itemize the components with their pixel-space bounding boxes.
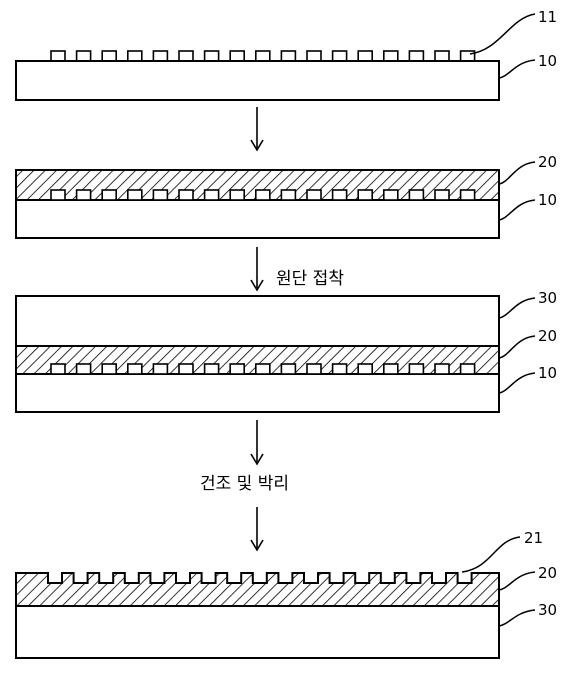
fabric-layer (15, 605, 500, 659)
bump (75, 189, 92, 201)
bump (408, 363, 425, 375)
bump (178, 50, 194, 62)
bump (152, 50, 169, 62)
leader-line-fabric (498, 609, 536, 627)
bump (101, 189, 117, 201)
label-substrate: 10 (538, 364, 557, 382)
bump (229, 363, 245, 375)
bump (280, 363, 297, 375)
bump-row-embedded (50, 189, 476, 201)
label-resin: 20 (538, 327, 557, 345)
bump (382, 50, 399, 62)
bump (50, 50, 66, 62)
leader-line-fabric (498, 297, 536, 319)
bump (203, 363, 220, 375)
substrate-layer (15, 373, 500, 413)
fabric-layer (15, 295, 500, 347)
label-substrate: 10 (538, 191, 557, 209)
bump (50, 363, 66, 375)
bump (331, 189, 348, 201)
bump (127, 189, 143, 201)
label-fabric: 30 (538, 601, 557, 619)
substrate-layer (15, 60, 500, 101)
bump (127, 363, 143, 375)
bump (280, 189, 297, 201)
bump (255, 189, 271, 201)
substrate-layer (15, 199, 500, 239)
stage-1: 11 10 (15, 8, 557, 101)
leader-line-bumps (469, 13, 536, 55)
bump (75, 363, 92, 375)
leader-line-substrate (498, 59, 536, 79)
bump (152, 363, 169, 375)
leader-line-substrate (498, 372, 536, 394)
bump (101, 363, 117, 375)
stage-3: 30 20 10 (15, 289, 557, 413)
bump (306, 50, 322, 62)
bump (280, 50, 297, 62)
arrow-2 (250, 247, 264, 292)
bump (229, 50, 245, 62)
leader-line-resin (498, 161, 536, 185)
label-resin: 20 (538, 564, 557, 582)
bump (255, 363, 271, 375)
bump (459, 363, 476, 375)
bump (152, 189, 169, 201)
bump (178, 189, 194, 201)
leader-line-pattern (461, 536, 521, 573)
bump (203, 189, 220, 201)
bump (459, 50, 476, 62)
bump (357, 50, 374, 62)
bump (382, 189, 399, 201)
label-resin: 20 (538, 153, 557, 171)
bump (434, 189, 450, 201)
bump (434, 363, 450, 375)
bump (101, 50, 117, 62)
patterned-resin-layer (15, 572, 500, 607)
leader-line-substrate (498, 199, 536, 221)
bump (357, 363, 374, 375)
bump (357, 189, 374, 201)
leader-line-resin (498, 335, 536, 359)
bump (331, 50, 348, 62)
bump (331, 363, 348, 375)
bump (50, 189, 66, 201)
label-fabric: 30 (538, 289, 557, 307)
arrow-3 (250, 420, 264, 466)
bump (459, 189, 476, 201)
bump (127, 50, 143, 62)
bump (434, 50, 450, 62)
bump (408, 50, 425, 62)
bump-row-top (50, 50, 476, 62)
bump (75, 50, 92, 62)
bump (306, 189, 322, 201)
bump (178, 363, 194, 375)
bump (306, 363, 322, 375)
label-bumps: 11 (538, 8, 557, 26)
stage-2: 20 10 (15, 153, 557, 239)
arrow-1 (250, 107, 264, 152)
leader-line-resin (498, 571, 536, 591)
bump (203, 50, 220, 62)
arrow-4 (250, 507, 264, 552)
bump (408, 189, 425, 201)
step-caption-dry-peel: 건조 및 박리 (200, 474, 289, 494)
bump (255, 50, 271, 62)
bump (382, 363, 399, 375)
label-substrate: 10 (538, 52, 557, 70)
bump-row-embedded (50, 363, 476, 375)
step-caption-bond: 원단 접착 (276, 269, 344, 289)
stage-4: 21 20 30 (15, 529, 557, 659)
label-pattern: 21 (524, 529, 543, 547)
bump (229, 189, 245, 201)
